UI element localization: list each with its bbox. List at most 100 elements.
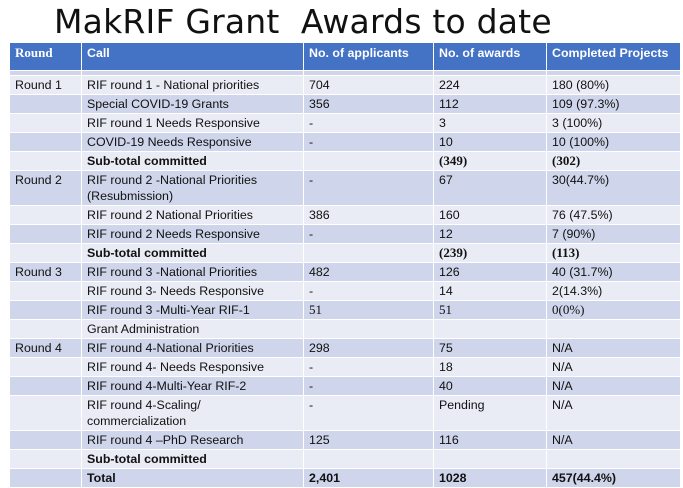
table-row: RIF round 2 National Priorities 386 160 … [9,205,681,225]
cell-awards: 75 [433,338,547,358]
cell-round [9,94,82,114]
header-call: Call [81,42,304,71]
cell-completed: N/A [546,338,681,358]
cell-completed: N/A [546,395,681,431]
table-row: RIF round 3- Needs Responsive - 14 2(14.… [9,281,681,301]
cell-applicants: 298 [303,338,434,358]
cell-call: Grant Administration [81,319,304,339]
table-row: RIF round 1 Needs Responsive - 3 3 (100%… [9,113,681,133]
cell-awards: (349) [433,151,547,171]
cell-round [9,357,82,377]
cell-awards: 14 [433,281,547,301]
cell-round [9,300,82,320]
cell-call: RIF round 3 -National Priorities [81,262,304,282]
cell-awards: 12 [433,224,547,244]
cell-round [9,376,82,396]
cell-call: RIF round 4-Multi-Year RIF-2 [81,376,304,396]
cell-call: Sub-total committed [81,243,304,263]
cell-round [9,224,82,244]
cell-call: RIF round 3- Needs Responsive [81,281,304,301]
subtotal-row: Sub-total committed (239) (113) [9,243,681,263]
cell-applicants: 125 [303,430,434,450]
table-row: Round 4 RIF round 4-National Priorities … [9,338,681,358]
cell-round [9,205,82,225]
table-row: RIF round 4-Scaling/ commercialization -… [9,395,681,431]
cell-call: COVID-19 Needs Responsive [81,132,304,152]
cell-completed [546,319,681,339]
cell-round [9,281,82,301]
cell-call: RIF round 4- Needs Responsive [81,357,304,377]
cell-completed: 180 (80%) [546,75,681,95]
cell-awards [433,449,547,469]
cell-round [9,430,82,450]
table-row: Special COVID-19 Grants 356 112 109 (97.… [9,94,681,114]
cell-applicants: 482 [303,262,434,282]
cell-applicants: 704 [303,75,434,95]
cell-round: Round 3 [9,262,82,282]
cell-applicants: 386 [303,205,434,225]
cell-round [9,319,82,339]
cell-completed: (113) [546,243,681,263]
cell-applicants: 356 [303,94,434,114]
cell-call: Sub-total committed [81,151,304,171]
cell-round [9,113,82,133]
cell-round [9,449,82,469]
cell-completed: N/A [546,430,681,450]
table-row: RIF round 3 -Multi-Year RIF-1 51 51 0(0%… [9,300,681,320]
header-round: Round [9,42,82,71]
cell-applicants: 2,401 [303,468,434,488]
cell-completed: N/A [546,357,681,377]
cell-completed: 3 (100%) [546,113,681,133]
cell-awards: 40 [433,376,547,396]
table-row: RIF round 2 Needs Responsive - 12 7 (90%… [9,224,681,244]
cell-applicants: - [303,281,434,301]
cell-awards: 67 [433,170,547,206]
cell-round [9,243,82,263]
cell-awards: (239) [433,243,547,263]
cell-applicants: 51 [303,300,434,320]
cell-round [9,151,82,171]
subtotal-row: Sub-total committed (349) (302) [9,151,681,171]
cell-call: RIF round 2 -National Priorities (Resubm… [81,170,304,206]
cell-awards: 112 [433,94,547,114]
cell-awards: 160 [433,205,547,225]
cell-round: Round 2 [9,170,82,206]
header-awards: No. of awards [433,42,547,71]
cell-completed [546,449,681,469]
cell-awards: 126 [433,262,547,282]
header-applicants: No. of applicants [303,42,434,71]
cell-call: RIF round 2 Needs Responsive [81,224,304,244]
table-row: Round 2 RIF round 2 -National Priorities… [9,170,681,206]
awards-table: Round Call No. of applicants No. of awar… [9,42,681,488]
subtotal-row: Sub-total committed [9,449,681,469]
header-completed: Completed Projects [546,42,681,71]
cell-round [9,395,82,431]
table-row: Round 1 RIF round 1 - National prioritie… [9,75,681,95]
cell-applicants: - [303,113,434,133]
cell-round: Round 1 [9,75,82,95]
cell-call: Special COVID-19 Grants [81,94,304,114]
cell-call: RIF round 3 -Multi-Year RIF-1 [81,300,304,320]
cell-awards: 1028 [433,468,547,488]
table-row: COVID-19 Needs Responsive - 10 10 (100%) [9,132,681,152]
cell-completed: 2(14.3%) [546,281,681,301]
cell-completed: 457(44.4%) [546,468,681,488]
cell-call: RIF round 1 Needs Responsive [81,113,304,133]
cell-call: RIF round 2 National Priorities [81,205,304,225]
table-row: RIF round 4 –PhD Research 125 116 N/A [9,430,681,450]
cell-round [9,468,82,488]
cell-awards: 10 [433,132,547,152]
cell-call: RIF round 4-Scaling/ commercialization [81,395,304,431]
cell-applicants: - [303,395,434,431]
cell-completed: 40 (31.7%) [546,262,681,282]
cell-applicants [303,319,434,339]
cell-completed: (302) [546,151,681,171]
table-row: Grant Administration [9,319,681,339]
cell-awards: 116 [433,430,547,450]
page-title: MakRIF Grant Awards to date [54,2,552,41]
cell-completed: 7 (90%) [546,224,681,244]
cell-call: RIF round 1 - National priorities [81,75,304,95]
cell-completed: N/A [546,376,681,396]
cell-call: RIF round 4-National Priorities [81,338,304,358]
cell-awards: 51 [433,300,547,320]
